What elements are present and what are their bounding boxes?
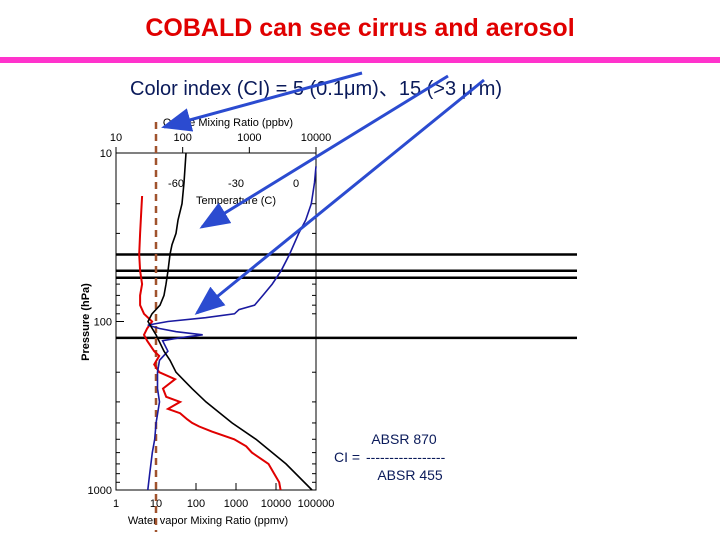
water-vapor-axis-label: Water vapor Mixing Ratio (ppmv) [128,515,288,527]
arrow-to-cirrus [199,74,449,229]
temperature-tick-label: -30 [228,178,244,190]
series-line-temperature [147,152,313,491]
top-tick-label: 10 [110,132,122,144]
bottom-axis: 1 10 100 1000 10000 100000 [113,483,334,510]
bottom-tick-label: 1 [113,498,119,510]
top-tick-label: 10000 [301,132,332,144]
temperature-tick-label: 0 [293,178,299,190]
slide-title: COBALD can see cirrus and aerosol [145,14,575,42]
formula-bar: ----------------- [366,449,446,465]
series-line-ozone [147,166,317,491]
bottom-tick-label: 100 [187,498,205,510]
pressure-axis-label: Pressure (hPa) [80,283,92,361]
pressure-axis: 10 100 1000 [88,148,316,497]
bottom-tick-label: 1000 [224,498,248,510]
formula-numerator: ABSR 870 [371,431,437,447]
arrow-to-aerosol [194,78,485,315]
top-axis: 10 100 1000 10000 [110,132,331,153]
formula-lhs: CI = [334,449,360,465]
bottom-tick-label: 10000 [261,498,292,510]
pressure-tick-label: 10 [100,148,112,160]
series-line-water_vapor [138,195,282,491]
series-layer [138,152,317,491]
top-tick-label: 100 [173,132,191,144]
title-divider [0,57,720,63]
bottom-tick-label: 100000 [298,498,335,510]
bottom-tick-label: 10 [150,498,162,510]
pressure-tick-label: 1000 [88,485,112,497]
reference-lines [116,253,577,340]
arrow-to-ozone-label [161,71,363,132]
formula-denominator: ABSR 455 [377,467,443,483]
slide-subtitle: Color index (CI) = 5 (0.1μm)、15 (>3 μ m) [130,78,503,100]
temperature-axis: -60 -30 0 [168,178,299,190]
pressure-tick-label: 100 [94,317,112,329]
top-tick-label: 1000 [237,132,261,144]
ozone-axis-label: Ozone Mixing Ratio (ppbv) [163,117,293,129]
temperature-tick-label: -60 [168,178,184,190]
